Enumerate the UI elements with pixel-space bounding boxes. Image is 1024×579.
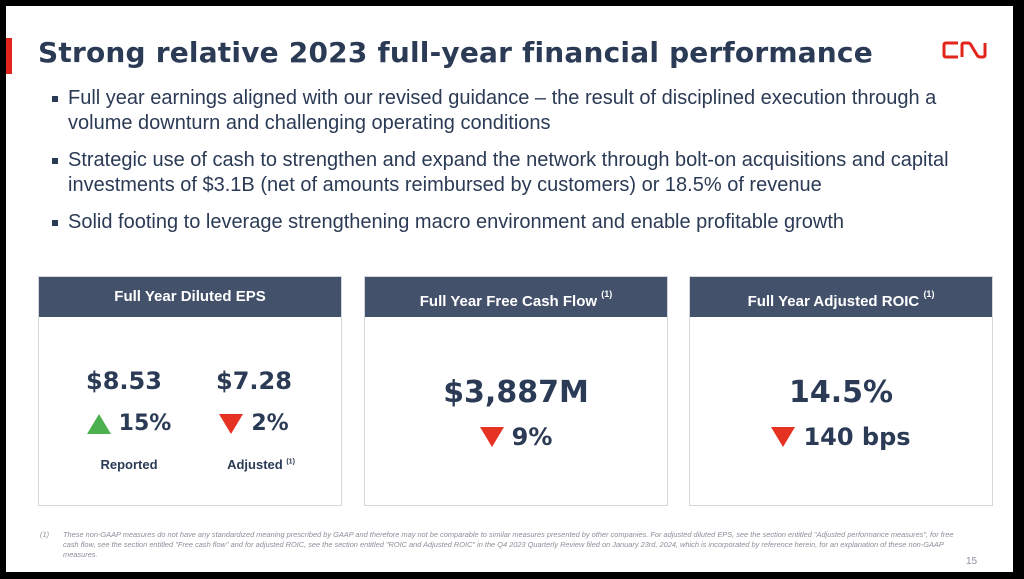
fcf-change: 9%	[365, 423, 667, 451]
down-arrow-icon	[479, 427, 504, 447]
eps-reported-change-text: 15%	[118, 411, 172, 436]
bullet-item: Full year earnings aligned with our revi…	[50, 86, 970, 136]
bullet-text: Strategic use of cash to strengthen and …	[68, 149, 949, 196]
eps-adjusted-label: Adjusted (1)	[211, 457, 311, 472]
down-arrow-icon	[771, 427, 796, 447]
eps-reported-value: $8.53	[86, 367, 162, 395]
eps-card: Full Year Diluted EPS $8.53 $7.28 15% 2%…	[38, 276, 342, 506]
footnote-text: These non-GAAP measures do not have any …	[63, 530, 954, 559]
eps-adjusted-label-text: Adjusted	[227, 457, 283, 472]
footnote-ref: (1)	[601, 289, 613, 299]
footnote: (1) These non-GAAP measures do not have …	[40, 530, 960, 560]
roic-change: 140 bps	[690, 423, 992, 451]
title-accent-bar	[6, 38, 12, 74]
bullet-square-icon	[52, 158, 58, 164]
roic-card-title: Full Year Adjusted ROIC	[747, 293, 920, 310]
bullet-item: Solid footing to leverage strengthening …	[50, 210, 970, 235]
fcf-value: $3,887M	[443, 375, 589, 410]
up-arrow-icon	[86, 413, 111, 434]
eps-reported-change: 15%	[79, 411, 179, 436]
down-arrow-icon	[219, 413, 244, 434]
bullet-square-icon	[52, 96, 58, 102]
bullet-text: Full year earnings aligned with our revi…	[68, 87, 937, 134]
roic-value: 14.5%	[788, 375, 894, 410]
fcf-change-text: 9%	[511, 423, 553, 451]
footnote-number: (1)	[40, 530, 50, 539]
slide-title: Strong relative 2023 full-year financial…	[38, 36, 873, 69]
roic-card-header: Full Year Adjusted ROIC (1)	[690, 277, 992, 317]
eps-card-header: Full Year Diluted EPS	[39, 277, 341, 317]
eps-card-title: Full Year Diluted EPS	[114, 288, 266, 305]
footnote-ref: (1)	[286, 458, 295, 466]
slide: Strong relative 2023 full-year financial…	[6, 6, 1013, 572]
eps-adjusted-change: 2%	[211, 411, 297, 436]
page-number: 15	[966, 556, 978, 567]
roic-change-text: 140 bps	[803, 423, 911, 451]
roic-card: Full Year Adjusted ROIC (1) 14.5% 140 bp…	[689, 276, 993, 506]
cn-logo-icon	[942, 41, 987, 59]
eps-adjusted-change-text: 2%	[251, 411, 289, 436]
fcf-card: Full Year Free Cash Flow (1) $3,887M 9%	[364, 276, 668, 506]
fcf-card-title: Full Year Free Cash Flow	[419, 293, 598, 310]
bullet-text: Solid footing to leverage strengthening …	[68, 211, 845, 233]
fcf-card-header: Full Year Free Cash Flow (1)	[365, 277, 667, 317]
bullet-square-icon	[52, 220, 58, 226]
bullet-item: Strategic use of cash to strengthen and …	[50, 148, 970, 198]
bullet-list: Full year earnings aligned with our revi…	[50, 86, 970, 247]
footnote-ref: (1)	[923, 289, 935, 299]
eps-adjusted-value: $7.28	[216, 367, 292, 395]
eps-reported-label: Reported	[100, 457, 158, 472]
